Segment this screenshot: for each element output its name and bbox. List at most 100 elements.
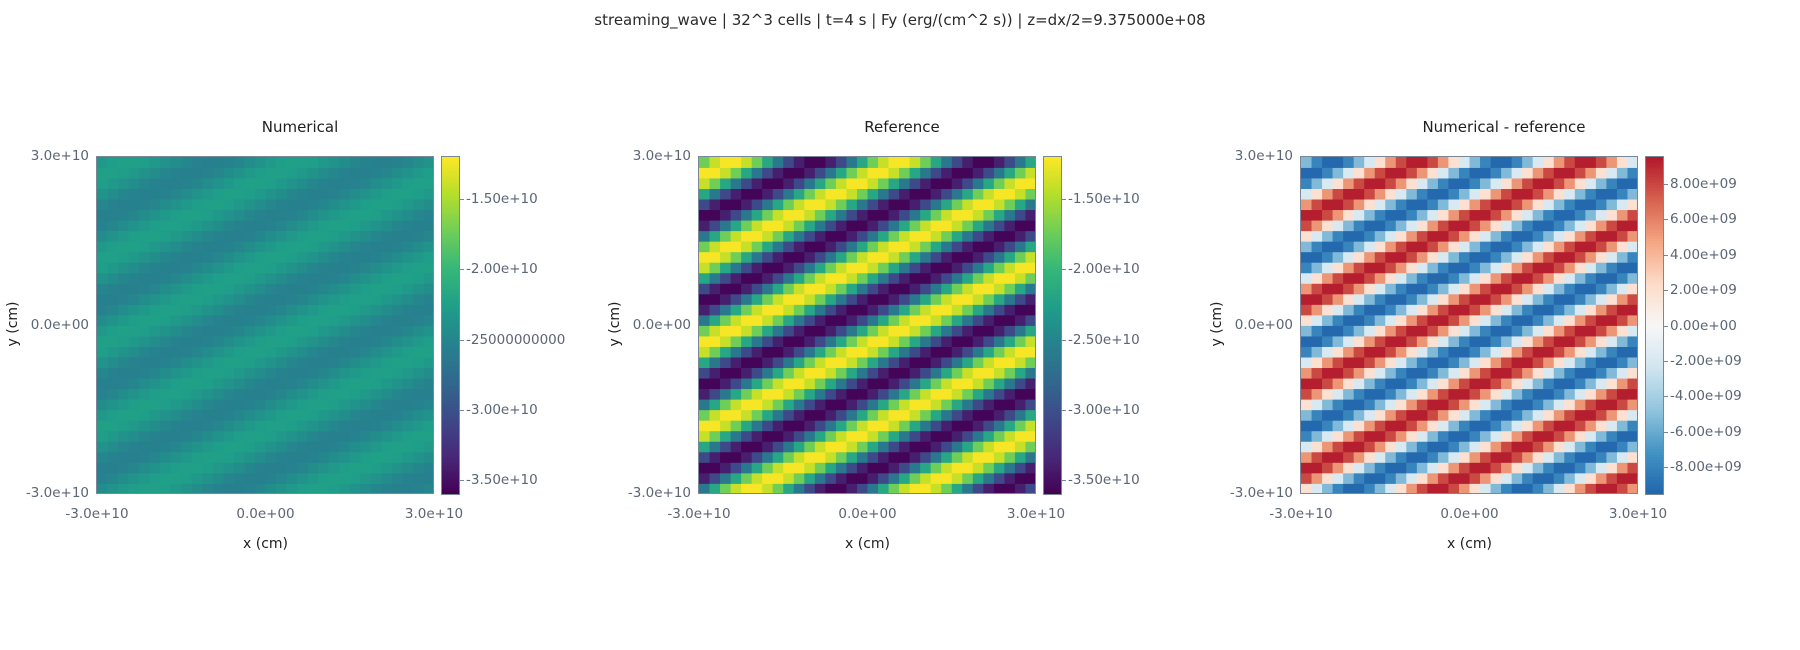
- heatmap-cell: [381, 325, 393, 337]
- heatmap-cell: [941, 346, 953, 358]
- colorbar-tick-label: -8.00e+09: [1664, 459, 1742, 476]
- colorbar-segment: [1044, 339, 1061, 343]
- heatmap-cell: [1511, 262, 1523, 274]
- heatmap-cell: [762, 241, 774, 253]
- heatmap-cell: [233, 409, 245, 421]
- heatmap-cell: [751, 378, 763, 390]
- heatmap-cell: [1343, 178, 1355, 189]
- colorbar-segment: [1646, 328, 1663, 332]
- heatmap-cell: [265, 399, 277, 411]
- heatmap-cell: [751, 367, 763, 379]
- heatmap-cell: [297, 167, 309, 179]
- colorbar-segment: [1646, 187, 1663, 192]
- colorbar-tick-label: -3.00e+10: [460, 401, 538, 418]
- heatmap-cell: [265, 483, 277, 494]
- colorbar-segment: [1646, 336, 1663, 341]
- heatmap-cell: [423, 325, 434, 337]
- colorbar-segment: [1646, 342, 1663, 346]
- heatmap-cell: [909, 325, 921, 337]
- colorbar-segment: [1646, 157, 1663, 161]
- heatmap-cell: [381, 199, 393, 211]
- colorbar-segment: [1646, 401, 1663, 405]
- heatmap-cell: [741, 325, 753, 337]
- heatmap-cell: [1353, 293, 1365, 305]
- heatmap-cell: [1343, 230, 1355, 242]
- heatmap-cell: [276, 430, 287, 442]
- heatmap-cell: [381, 188, 393, 200]
- heatmap-cell: [1585, 304, 1597, 316]
- heatmap-cell: [741, 399, 753, 411]
- heatmap-cell: [972, 199, 984, 211]
- heatmap-cell: [1374, 167, 1386, 179]
- heatmap-cell: [1322, 441, 1333, 453]
- colorbar-segment: [442, 350, 459, 355]
- heatmap-cell: [751, 167, 763, 179]
- colorbar-segment: [1646, 269, 1663, 273]
- heatmap-cell: [1004, 325, 1016, 337]
- heatmap-cell: [1437, 272, 1449, 284]
- heatmap-cell: [1014, 441, 1026, 453]
- heatmap-cell: [118, 209, 129, 221]
- heatmap-cell: [814, 157, 826, 168]
- heatmap-cell: [223, 251, 235, 263]
- heatmap-cell: [762, 314, 774, 326]
- heatmap-cell: [223, 230, 235, 242]
- colorbar-segment: [1646, 224, 1663, 228]
- colorbar-segment: [442, 381, 459, 385]
- heatmap-cell: [391, 230, 403, 242]
- heatmap-cell: [1553, 167, 1565, 179]
- heatmap-cell: [920, 272, 932, 284]
- heatmap-cell: [962, 293, 974, 305]
- heatmap-cell: [962, 241, 974, 253]
- heatmap-cell: [962, 462, 974, 474]
- heatmap-cell: [139, 230, 151, 242]
- heatmap-cell: [1374, 314, 1386, 326]
- heatmap-cell: [1490, 409, 1502, 421]
- heatmap-cell: [339, 241, 351, 253]
- heatmap-cell: [1501, 157, 1513, 168]
- heatmap-cell: [856, 230, 868, 242]
- heatmap-cell: [118, 178, 129, 189]
- heatmap-cell: [899, 441, 911, 453]
- heatmap-cell: [730, 178, 742, 189]
- heatmap-cell: [1553, 451, 1565, 463]
- heatmap-cell: [297, 420, 309, 432]
- heatmap-cell: [1458, 220, 1470, 232]
- heatmap-cell: [1395, 167, 1407, 179]
- heatmap-cell: [772, 472, 784, 484]
- colorbar-segment: [442, 418, 459, 422]
- heatmap-cell: [212, 483, 224, 494]
- y-tick-label: 3.0e+10: [632, 148, 691, 164]
- heatmap-cell: [1437, 167, 1449, 179]
- heatmap-cell: [139, 367, 151, 379]
- heatmap-cell: [339, 220, 351, 232]
- heatmap-cell: [1343, 388, 1355, 400]
- heatmap-cell: [941, 272, 953, 284]
- heatmap-cell: [1480, 409, 1491, 421]
- heatmap-cell: [699, 209, 710, 221]
- heatmap-cell: [265, 462, 277, 474]
- heatmap-cell: [412, 283, 424, 295]
- heatmap-cell: [276, 241, 287, 253]
- heatmap-cell: [856, 188, 868, 200]
- heatmap-cell: [1532, 462, 1544, 474]
- heatmap-cell: [1585, 388, 1597, 400]
- heatmap-cell: [1564, 230, 1576, 242]
- heatmap-cell: [360, 378, 372, 390]
- heatmap-cell: [856, 251, 868, 263]
- y-tick-label: 3.0e+10: [1234, 148, 1293, 164]
- colorbar-segment: [1646, 244, 1663, 248]
- heatmap-cell: [423, 430, 434, 442]
- heatmap-cell: [835, 388, 847, 400]
- heatmap-cell: [856, 262, 868, 274]
- colorbar-segment: [1646, 477, 1663, 481]
- heatmap-cell: [170, 451, 182, 463]
- heatmap-cell: [1501, 409, 1513, 421]
- heatmap-cell: [941, 325, 953, 337]
- heatmap-cell: [233, 451, 245, 463]
- heatmap-cell: [1437, 399, 1449, 411]
- heatmap-cell: [1322, 199, 1333, 211]
- heatmap-cell: [202, 178, 214, 189]
- colorbar-segment: [1044, 398, 1061, 402]
- heatmap-cell: [1627, 167, 1638, 179]
